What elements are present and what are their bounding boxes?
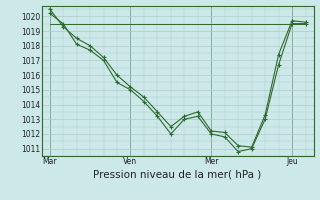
X-axis label: Pression niveau de la mer( hPa ): Pression niveau de la mer( hPa ): [93, 169, 262, 179]
